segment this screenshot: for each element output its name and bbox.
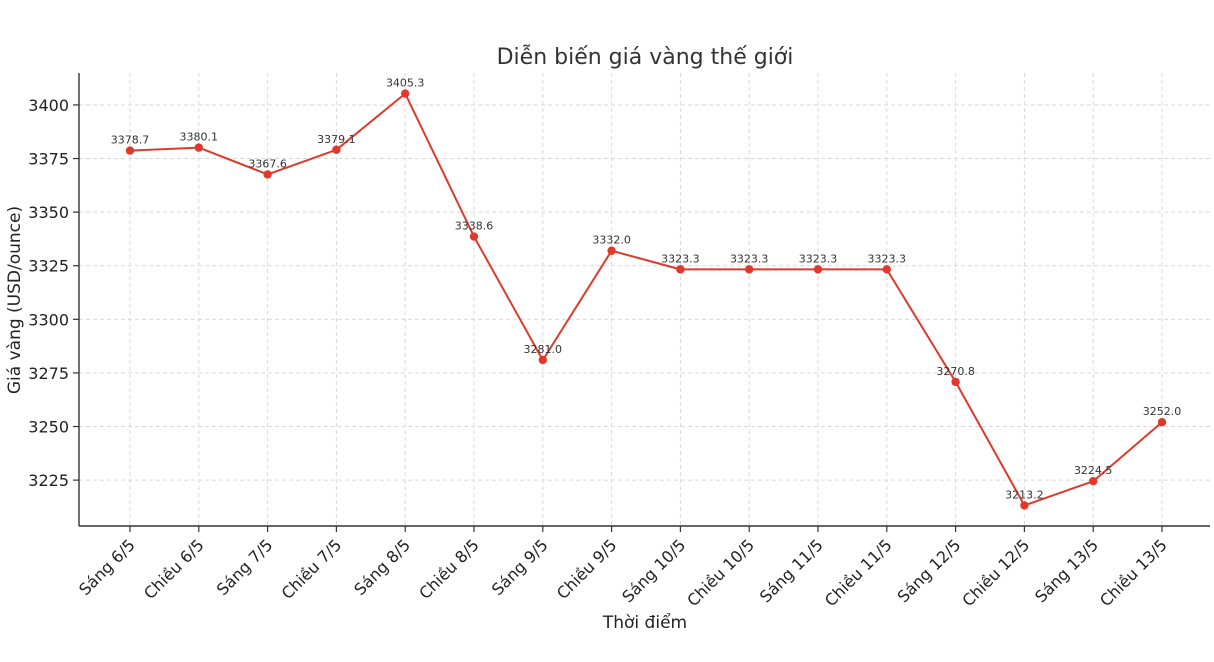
axes-layer (73, 73, 1210, 532)
data-point (401, 89, 410, 98)
x-tick-label: Sáng 8/5 (350, 535, 414, 599)
x-axis-label: Thời điểm (602, 612, 687, 633)
data-label: 3323.3 (730, 252, 769, 265)
y-tick-label: 3250 (28, 418, 69, 437)
data-label: 3281.0 (524, 343, 563, 356)
data-point (538, 355, 547, 365)
y-tick-labels: 3225 3250 3275 3300 3325 3350 3375 3400 (28, 96, 69, 490)
data-label: 3224.5 (1074, 464, 1113, 477)
data-labels: 3378.7 3380.1 3367.6 3379.1 3405.3 3338.6 3281… (111, 77, 1182, 502)
chart-title: Diễn biến giá vàng thế giới (497, 44, 794, 70)
data-label: 3378.7 (111, 134, 150, 147)
data-label: 3270.8 (936, 365, 975, 378)
y-tick-label: 3375 (28, 150, 69, 169)
x-tick-label: Chiều 6/5 (140, 535, 208, 603)
x-tick-label: Chiều 9/5 (553, 535, 621, 603)
series-line (129, 92, 1163, 507)
data-label: 3213.2 (1005, 488, 1044, 501)
data-point (332, 145, 341, 154)
x-tick-label: Sáng 9/5 (488, 535, 552, 599)
data-point (951, 377, 960, 387)
data-label: 3323.3 (868, 252, 907, 265)
data-point (745, 265, 754, 274)
data-label: 3405.3 (386, 77, 425, 90)
data-label: 3332.0 (592, 234, 631, 247)
data-label: 3367.6 (248, 157, 287, 170)
x-tick-label: Chiều 10/5 (683, 535, 758, 610)
data-point (125, 146, 135, 155)
x-tick-label: Sáng 6/5 (75, 535, 139, 599)
data-label: 3323.3 (799, 252, 838, 265)
data-label: 3252.0 (1143, 405, 1182, 418)
data-point (676, 265, 685, 274)
y-tick-label: 3350 (28, 203, 69, 222)
x-tick-label: Sáng 12/5 (894, 535, 965, 606)
data-point (607, 246, 616, 255)
data-point (1089, 476, 1098, 486)
x-tick-labels: Sáng 6/5 Chiều 6/5 Sáng 7/5 Chiều 7/5 Sáng 8… (75, 535, 1171, 610)
y-tick-label: 3275 (28, 364, 69, 383)
data-point (1020, 501, 1029, 510)
data-label: 3323.3 (661, 252, 700, 265)
y-tick-label: 3400 (28, 96, 69, 115)
data-point (1157, 418, 1167, 427)
data-point (469, 232, 479, 241)
series-price (125, 89, 1167, 510)
x-tick-label: Chiều 11/5 (821, 535, 896, 610)
data-point (263, 170, 272, 179)
x-tick-label: Chiều 7/5 (278, 535, 346, 603)
x-tick-label: Sáng 13/5 (1031, 535, 1102, 606)
data-label: 3338.6 (455, 220, 494, 233)
x-tick-label: Chiều 12/5 (958, 535, 1033, 610)
x-tick-label: Sáng 7/5 (213, 535, 277, 599)
y-tick-label: 3325 (28, 257, 69, 276)
x-tick-label: Chiều 13/5 (1096, 535, 1171, 610)
y-tick-label: 3300 (28, 310, 69, 329)
data-point (882, 265, 891, 274)
x-tick-label: Chiều 8/5 (415, 535, 483, 603)
data-label: 3380.1 (180, 131, 219, 144)
x-tick-label: Sáng 11/5 (756, 535, 827, 606)
x-tick-label: Sáng 10/5 (618, 535, 689, 606)
data-point (194, 143, 203, 152)
data-label: 3379.1 (317, 133, 356, 146)
y-axis-label: Giá vàng (USD/ounce) (5, 206, 25, 394)
y-tick-label: 3225 (28, 471, 69, 490)
grid-layer (79, 73, 1210, 526)
data-point (813, 265, 823, 274)
